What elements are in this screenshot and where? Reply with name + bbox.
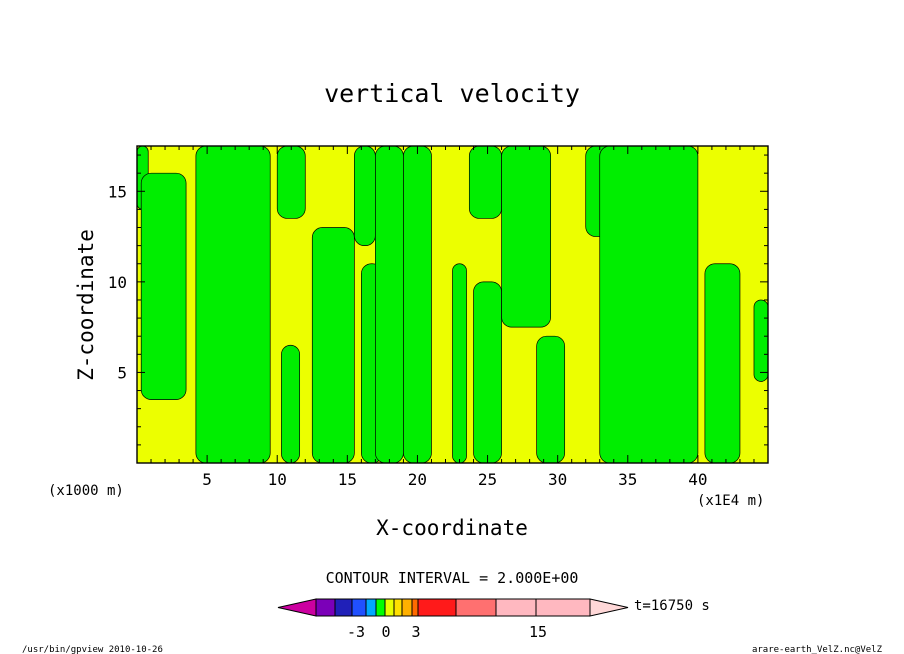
contour-region: [501, 145, 552, 328]
colorbar-tick-label: 15: [529, 623, 547, 641]
contour-region: [452, 263, 467, 464]
x-axis-label: X-coordinate: [376, 516, 528, 540]
y-tick-label: 10: [108, 273, 127, 292]
colorbar-tick-labels: -3 0 3 15: [347, 623, 547, 641]
colorbar-segment: [401, 598, 413, 617]
plot-area: [136, 145, 769, 464]
chart-title: vertical velocity: [324, 79, 580, 108]
footer-left: /usr/bin/gpview 2010-10-26: [22, 645, 163, 654]
contour-region: [753, 299, 769, 382]
contour-region: [536, 335, 566, 464]
colorbar-segment: [411, 598, 419, 617]
colorbar-segment: [375, 598, 386, 617]
colorbar-tick-label: -3: [347, 623, 365, 641]
contour-region: [599, 145, 699, 464]
contour-region: [276, 145, 306, 219]
colorbar-segment: [384, 598, 395, 617]
colorbar-segment: [315, 598, 336, 617]
time-label: t=16750 s: [634, 598, 710, 614]
x-tick-label: 15: [338, 470, 357, 489]
footer-right: arare-earth_VelZ.nc@VelZ: [752, 645, 883, 654]
contour-interval-label: CONTOUR INTERVAL = 2.000E+00: [326, 569, 579, 587]
colorbar-segment: [535, 598, 591, 617]
x-tick-label: 25: [478, 470, 497, 489]
x-tick-label: 10: [268, 470, 287, 489]
contour-region: [704, 263, 741, 464]
colorbar-segment: [393, 598, 403, 617]
y-tick-label: 15: [108, 182, 127, 201]
colorbar-segment: [365, 598, 377, 617]
contour-regions: [136, 145, 769, 464]
colorbar-segment: [417, 598, 457, 617]
x-tick-label: 30: [548, 470, 567, 489]
x-tick-label: 35: [618, 470, 637, 489]
contour-region: [311, 227, 355, 464]
axis-ticks: [137, 146, 768, 463]
contour-region: [353, 145, 376, 246]
x-tick-label: 5: [202, 470, 212, 489]
contour-region: [281, 344, 301, 464]
colorbar: [277, 598, 629, 617]
y-tick-label: 5: [117, 363, 127, 382]
contour-region: [195, 145, 271, 464]
x-tick-label: 20: [408, 470, 427, 489]
y-tick-labels: 5 10 15: [108, 182, 127, 382]
x-tick-labels: 5 10 15 20 25 30 35 40: [202, 470, 707, 489]
colorbar-max-arrow: [589, 598, 629, 617]
colorbar-tick-label: 3: [411, 623, 420, 641]
y-axis-label: Z-coordinate: [74, 229, 98, 381]
y-units-label: (x1000 m): [48, 483, 124, 499]
colorbar-segment: [495, 598, 537, 617]
colorbar-segment: [351, 598, 367, 617]
contour-region: [140, 172, 187, 400]
colorbar-segment: [334, 598, 353, 617]
x-units-label: (x1E4 m): [697, 493, 764, 509]
contour-region: [473, 281, 502, 464]
colorbar-tick-label: 0: [381, 623, 390, 641]
plot-frame: [136, 145, 769, 464]
contour-region: [403, 145, 432, 464]
colorbar-min-arrow: [277, 598, 317, 617]
contour-region: [375, 145, 404, 464]
contour-region: [468, 145, 502, 219]
colorbar-segment: [455, 598, 497, 617]
x-tick-label: 40: [688, 470, 707, 489]
